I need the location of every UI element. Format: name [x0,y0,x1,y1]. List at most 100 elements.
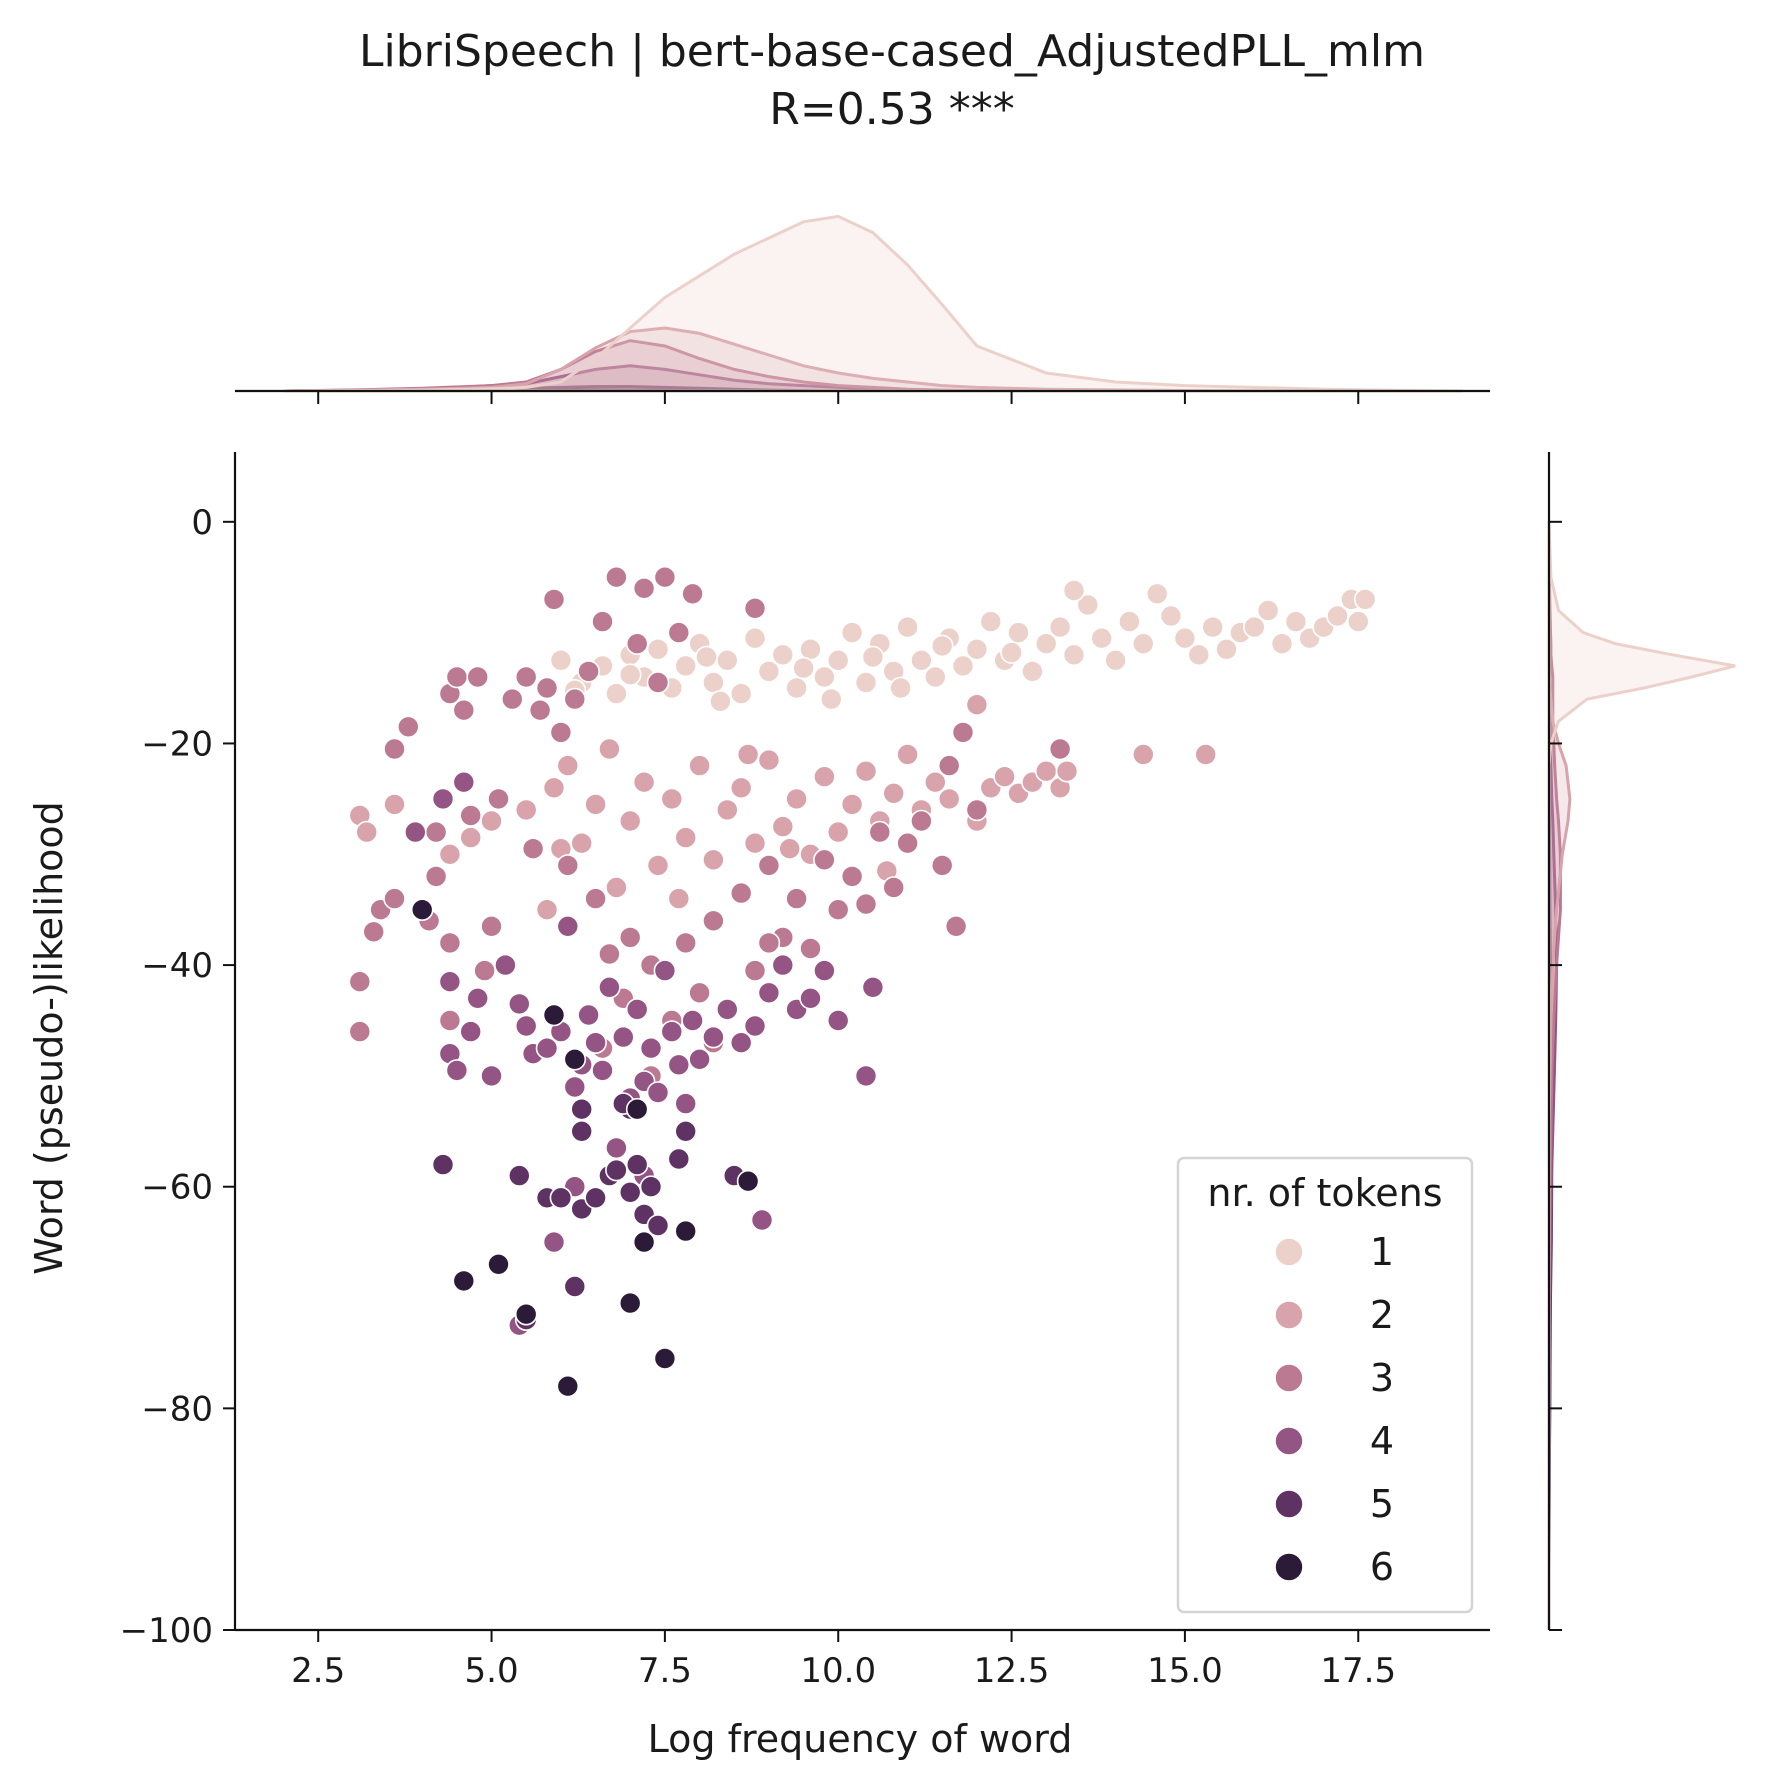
data-point-tokens-2 [598,737,621,761]
data-point-tokens-3 [930,854,954,877]
data-point-tokens-1 [695,645,718,669]
data-point-tokens-3 [424,865,448,888]
data-point-tokens-1 [757,660,781,683]
x-axis-label: Log frequency of word [648,1717,1073,1761]
data-point-tokens-4 [591,1059,614,1082]
data-point-tokens-3 [944,914,968,938]
marginal-x-density [283,214,1463,393]
data-point-tokens-2 [743,831,767,855]
data-point-tokens-1 [813,665,836,689]
data-point-tokens-3 [910,809,933,833]
data-point-tokens-6 [487,1253,510,1276]
data-point-tokens-1 [1076,593,1100,617]
data-point-tokens-1 [1215,637,1238,661]
data-point-tokens-2 [826,820,850,844]
data-point-tokens-3 [535,676,559,700]
data-point-tokens-4 [466,986,490,1010]
data-point-tokens-1 [1256,599,1280,622]
data-point-tokens-5 [625,1153,649,1176]
data-point-tokens-2 [632,770,656,794]
data-point-tokens-3 [702,909,725,933]
data-point-tokens-3 [743,959,767,982]
data-point-tokens-3 [459,804,483,827]
data-point-tokens-1 [709,689,732,713]
data-point-tokens-4 [403,820,427,844]
legend-entries: 1 2 3 4 5 6 [1274,1230,1394,1589]
data-point-tokens-2 [778,837,802,861]
data-point-tokens-1 [1062,643,1086,667]
data-point-tokens-3 [625,632,649,656]
x-tick-label: 15.0 [1147,1651,1223,1691]
data-point-tokens-2 [702,848,725,872]
data-point-tokens-1 [1090,626,1113,650]
data-point-tokens-1 [729,682,753,705]
data-point-tokens-2 [715,798,739,822]
data-point-tokens-3 [396,715,420,739]
data-point-tokens-4 [535,1036,559,1060]
axes: 2.5 5.0 7.5 10.0 12.5 15.0 17.5 0 −20 −40 −60 −80 −1… [120,389,1562,1691]
data-point-tokens-2 [937,787,961,811]
legend-marker-3 [1274,1363,1304,1393]
data-point-tokens-3 [618,926,642,949]
data-point-tokens-3 [514,665,538,689]
data-point-tokens-2 [1194,743,1217,766]
data-point-tokens-6 [563,1048,587,1071]
data-point-tokens-4 [750,1208,774,1232]
data-point-tokens-1 [743,626,767,650]
data-point-tokens-3 [452,698,476,722]
legend-label-3: 3 [1370,1356,1394,1400]
data-point-tokens-3 [1048,737,1072,761]
data-point-tokens-4 [598,975,621,999]
legend-marker-6 [1274,1552,1304,1582]
data-point-tokens-4 [584,1031,607,1054]
data-point-tokens-3 [348,1020,372,1043]
data-point-tokens-3 [528,698,552,722]
data-point-tokens-5 [563,1275,587,1298]
data-point-tokens-1 [605,682,628,705]
data-point-tokens-4 [813,959,836,982]
data-point-tokens-1 [826,648,850,672]
data-point-tokens-4 [452,770,476,794]
y-tick-label: −60 [141,1168,213,1208]
data-point-tokens-4 [445,1059,469,1082]
data-point-tokens-2 [923,770,947,794]
legend-marker-4 [1274,1426,1304,1456]
data-point-tokens-1 [840,621,864,644]
data-point-tokens-2 [660,787,684,811]
data-point-tokens-4 [681,1009,704,1032]
data-point-tokens-2 [771,815,795,838]
data-point-tokens-1 [1145,582,1169,606]
legend-box [1176,1156,1474,1614]
data-point-tokens-1 [1007,621,1030,644]
data-point-tokens-1 [1048,615,1072,639]
data-point-tokens-3 [674,931,698,955]
data-point-tokens-4 [625,998,649,1021]
data-point-tokens-2 [757,748,781,772]
legend-title: nr. of tokens [1207,1171,1442,1215]
legend-label-1: 1 [1370,1230,1394,1274]
data-point-tokens-1 [646,637,670,661]
data-point-tokens-3 [757,931,781,955]
data-point-tokens-3 [487,787,510,811]
data-point-tokens-4 [577,1003,600,1027]
data-point-tokens-1 [1062,579,1086,602]
data-point-tokens-5 [507,1164,531,1187]
data-point-tokens-4 [431,787,455,811]
data-point-tokens-1 [1104,648,1127,672]
data-point-tokens-1 [1201,615,1224,639]
data-point-tokens-1 [896,615,919,639]
data-point-tokens-2 [556,754,580,777]
data-point-tokens-2 [459,826,483,849]
data-point-tokens-1 [1326,604,1349,628]
data-point-tokens-1 [618,663,642,687]
data-point-tokens-1 [965,637,989,661]
y-tick-label: 0 [191,503,213,543]
data-point-tokens-6 [514,1302,538,1326]
data-point-tokens-3 [598,942,621,966]
data-point-tokens-4 [653,959,677,982]
data-point-tokens-1 [1187,643,1211,667]
data-point-tokens-1 [930,634,954,658]
data-point-tokens-3 [500,687,524,711]
data-point-tokens-3 [785,887,808,910]
data-point-tokens-3 [480,914,503,938]
